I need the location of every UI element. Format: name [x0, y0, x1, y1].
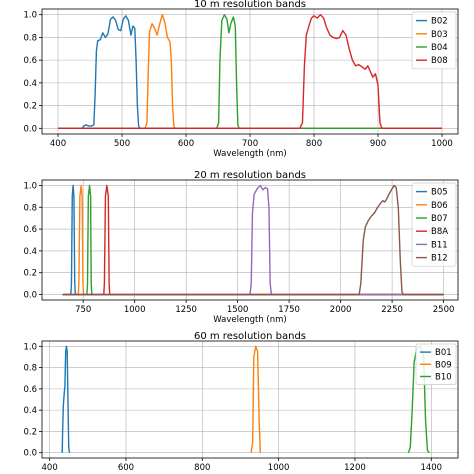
legend-label-b03: B03	[431, 30, 448, 40]
legend-label-b07: B07	[431, 214, 448, 224]
x-tick-label: 600	[178, 139, 194, 149]
series-line-b05	[62, 184, 444, 296]
x-tick-label: 2000	[330, 305, 352, 315]
y-tick-label: 0.0	[23, 449, 37, 459]
y-tick-label: 1.0	[23, 11, 37, 21]
y-tick-label: 0.6	[23, 56, 37, 66]
chart-panel-1: 400 500 600 700 800 900 1000 0.0 0.2 0.4 0.6 0.8 1.0…	[23, 0, 459, 159]
series-line-b8a	[62, 184, 444, 296]
series-line-b07	[62, 184, 444, 296]
x-tick-label: 750	[75, 305, 91, 315]
x-tick-label: 1750	[278, 305, 300, 315]
legend-label-b12: B12	[431, 254, 448, 264]
plot-frame	[41, 340, 459, 459]
x-axis-label: Wavelength (nm)	[213, 149, 286, 159]
y-tick-label: 0.8	[23, 33, 37, 43]
x-tick-label: 700	[242, 139, 258, 149]
chart-panel-2: 750 1000 1250 1500 1750 2000 2250 2500 0.0 0.2 0.4…	[23, 170, 459, 325]
y-tick-label: 0.0	[23, 124, 37, 134]
x-tick-label: 800	[306, 139, 322, 149]
x-tick-label: 400	[50, 139, 66, 149]
x-tick-label: 1000	[431, 139, 453, 149]
legend-label-b8a: B8A	[431, 227, 448, 237]
y-tick-label: 0.0	[23, 291, 37, 301]
chart-title: 10 m resolution bands	[194, 0, 306, 10]
legend-label-b10: B10	[435, 373, 452, 383]
y-tick-label: 0.6	[23, 385, 37, 395]
legend-label-b11: B11	[431, 240, 448, 250]
legend-box	[415, 343, 457, 385]
y-tick-label: 0.6	[23, 225, 37, 235]
series-line-b02	[58, 15, 442, 130]
legend-label-b02: B02	[431, 17, 448, 27]
plot-frame	[41, 179, 459, 301]
legend-box	[411, 11, 457, 70]
series-line-b12	[62, 184, 444, 296]
legend-label-b06: B06	[431, 201, 448, 211]
x-tick-label: 1000	[268, 463, 290, 473]
x-tick-label: 2250	[381, 305, 403, 315]
legend-label-b08: B08	[431, 56, 448, 66]
y-tick-label: 0.4	[23, 406, 37, 416]
y-tick-label: 0.2	[23, 269, 37, 279]
y-tick-label: 0.2	[23, 427, 37, 437]
series-line-b01	[61, 345, 71, 453]
x-axis-label: Wavelength (nm)	[213, 315, 286, 325]
series-line-b08	[58, 13, 442, 130]
legend-label-b09: B09	[435, 360, 452, 370]
y-tick-label: 0.4	[23, 247, 37, 257]
chart-title: 20 m resolution bands	[194, 170, 306, 181]
x-tick-label: 2500	[433, 305, 455, 315]
series-line-b03	[58, 13, 442, 130]
y-tick-label: 1.0	[23, 181, 37, 191]
x-tick-label: 800	[194, 463, 210, 473]
x-tick-label: 500	[114, 139, 130, 149]
series-line-b09	[250, 345, 261, 453]
legend-label-b01: B01	[435, 348, 452, 358]
series-line-b06	[62, 184, 444, 296]
series-line-b04	[58, 13, 442, 130]
y-tick-label: 0.2	[23, 102, 37, 112]
x-tick-label: 1000	[124, 305, 146, 315]
y-tick-label: 0.8	[23, 203, 37, 213]
x-tick-label: 600	[118, 463, 134, 473]
x-tick-label: 1250	[175, 305, 197, 315]
x-tick-label: 1200	[344, 463, 366, 473]
x-tick-label: 900	[370, 139, 386, 149]
x-tick-label: 1500	[227, 305, 249, 315]
legend-label-b04: B04	[431, 43, 448, 53]
legend-box	[411, 182, 457, 267]
y-tick-label: 1.0	[23, 342, 37, 352]
chart-panel-3: 400 600 800 1000 1200 1400 0.0 0.2 0.4 0.6 0.8 1.0 6…	[23, 331, 459, 473]
legend-label-b05: B05	[431, 188, 448, 198]
y-tick-label: 0.4	[23, 79, 37, 89]
series-line-b11	[62, 184, 444, 296]
y-tick-label: 0.8	[23, 364, 37, 374]
x-tick-label: 1400	[420, 463, 442, 473]
chart-title: 60 m resolution bands	[194, 331, 306, 342]
x-tick-label: 400	[42, 463, 58, 473]
